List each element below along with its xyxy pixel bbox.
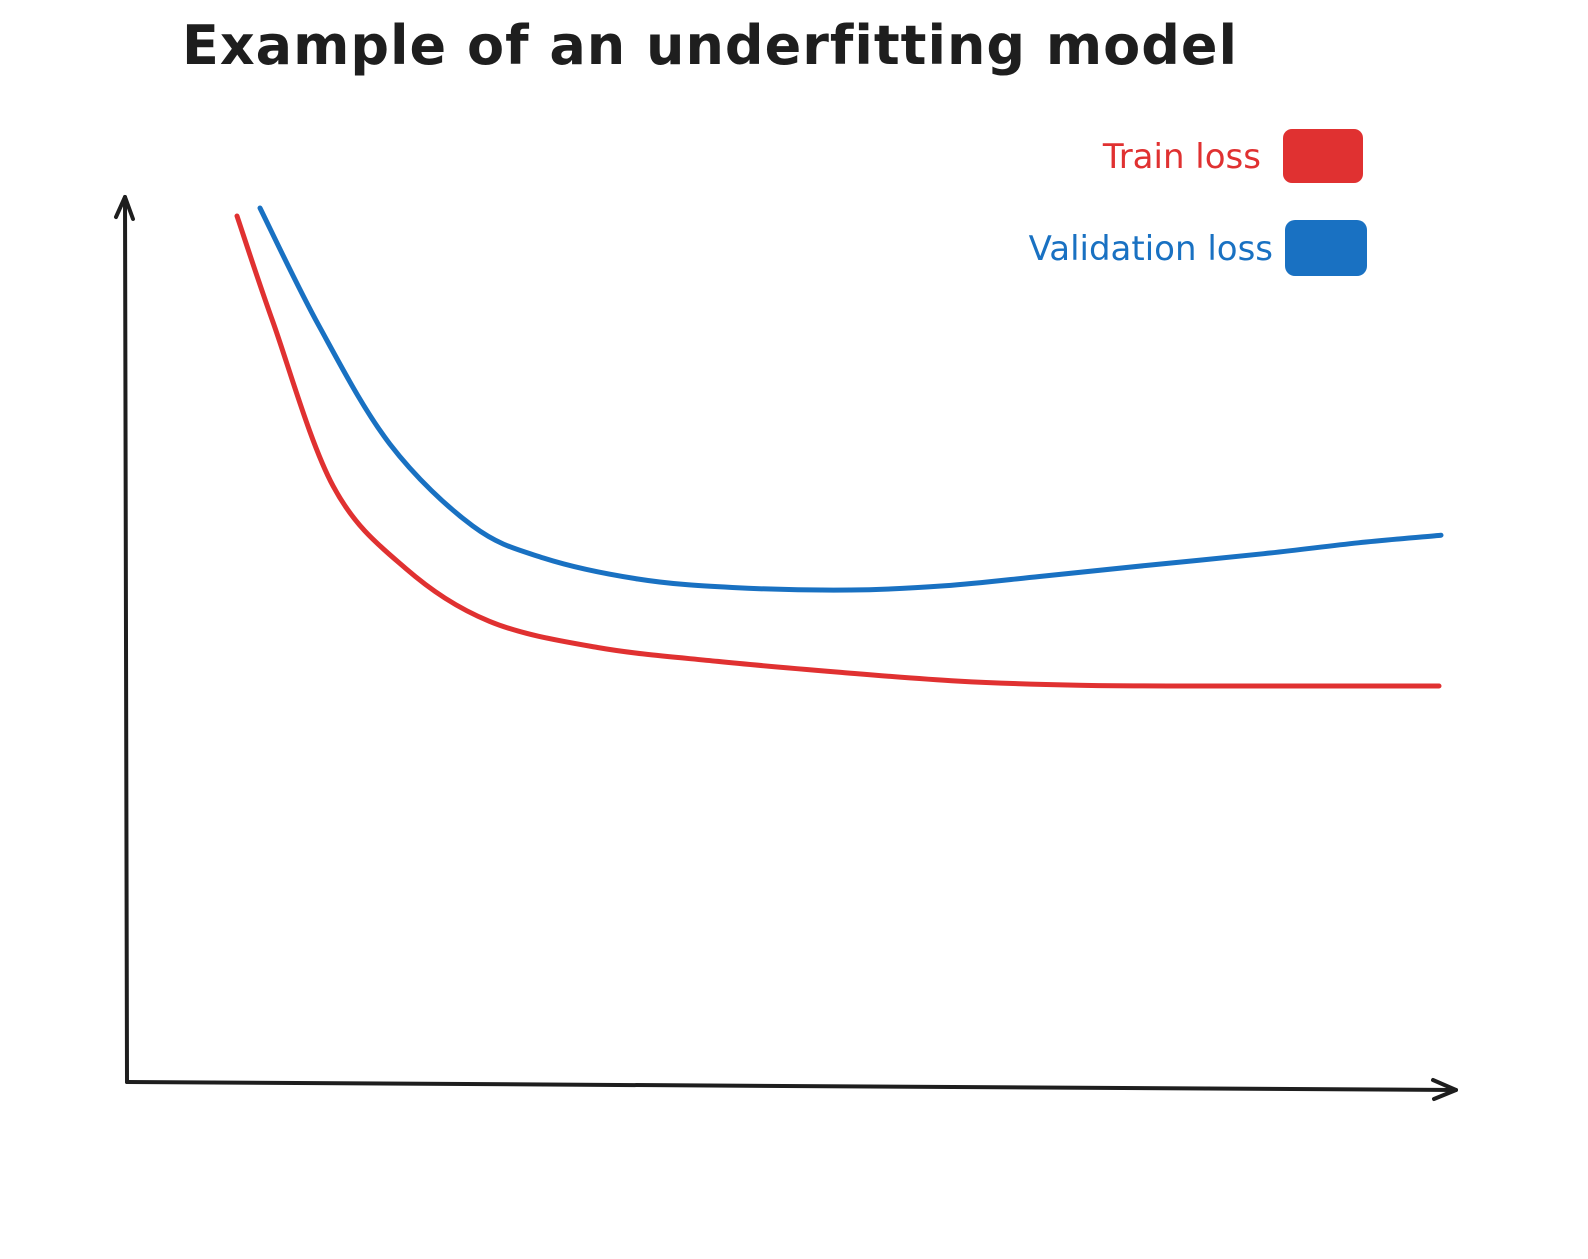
chart-title: Example of an underfitting model [182,14,1238,77]
legend-label-train-loss: Train loss [1102,137,1261,177]
legend-swatch-train-loss [1283,129,1363,183]
legend-item-validation-loss: Validation loss [1029,220,1367,276]
legend-label-validation-loss: Validation loss [1029,229,1273,269]
series-line-train-loss [234,213,1442,689]
legend-item-train-loss: Train loss [1102,129,1363,183]
y-axis [114,195,135,1084]
y-axis-arrowhead [114,195,135,221]
legend: Train loss Validation loss [1029,129,1367,276]
series-layer [234,205,1444,689]
x-axis [125,1078,1458,1101]
series-line-validation-loss [257,205,1444,593]
x-axis-arrowhead [1431,1078,1458,1101]
legend-swatch-validation-loss [1285,220,1367,276]
